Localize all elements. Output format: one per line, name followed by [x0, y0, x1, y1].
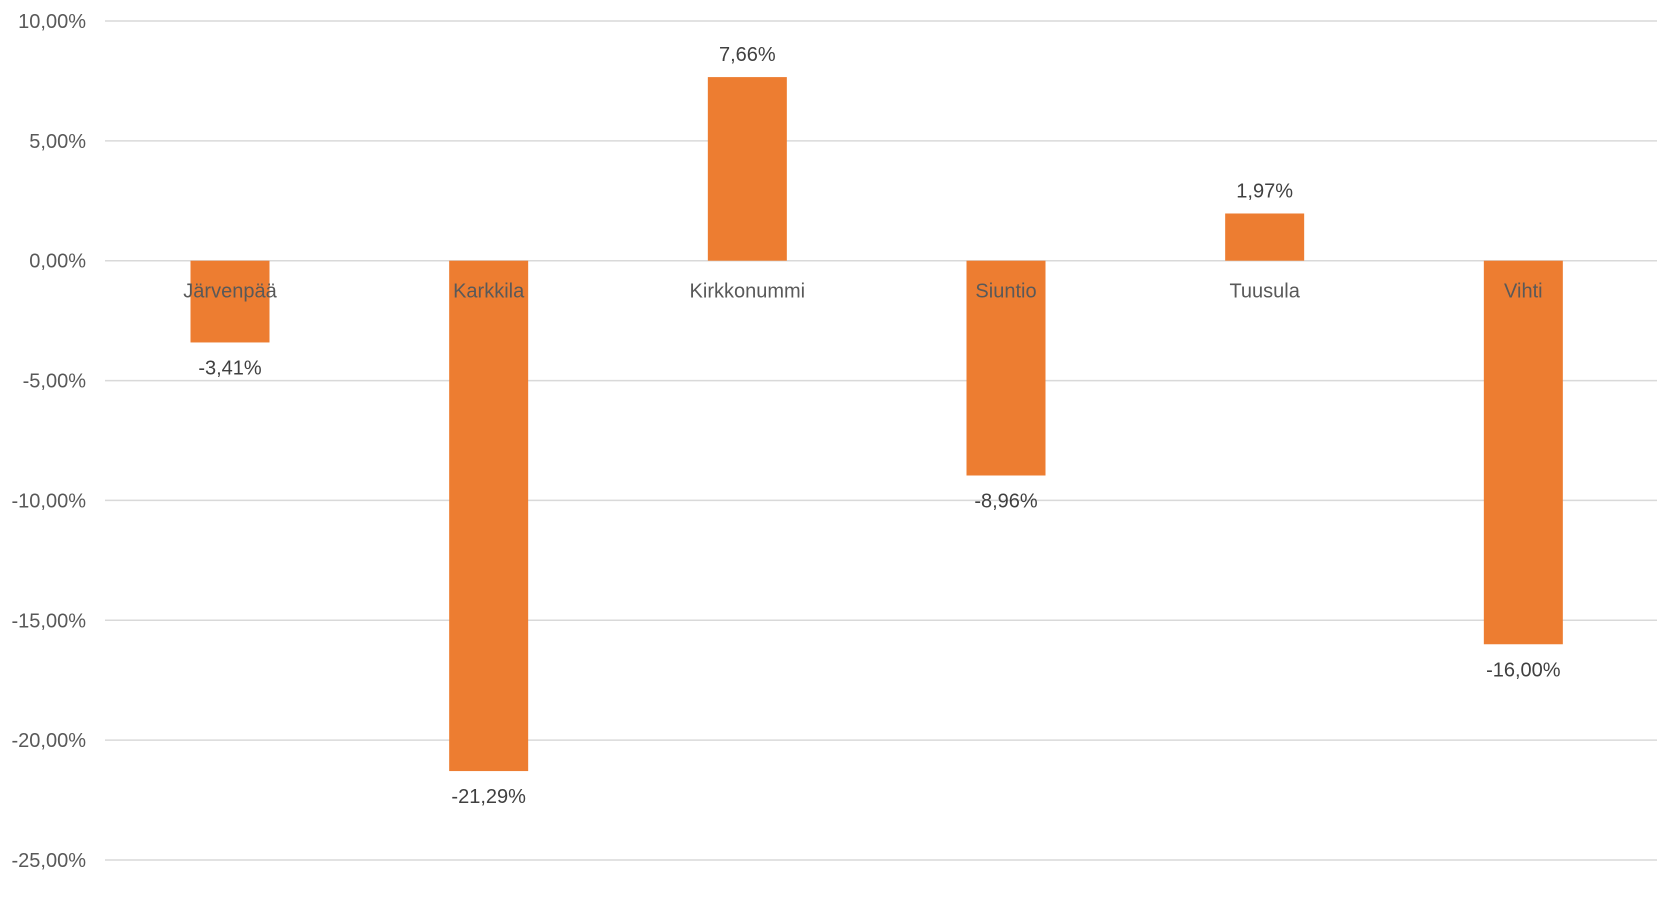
- bar-kirkkonummi: [707, 77, 787, 261]
- bar-siuntio: [966, 260, 1046, 476]
- data-label: -21,29%: [451, 786, 526, 808]
- data-label: -3,41%: [198, 357, 262, 379]
- data-label: -8,96%: [974, 490, 1038, 512]
- category-label: Tuusula: [1229, 281, 1300, 303]
- data-label: 1,97%: [1236, 180, 1293, 202]
- y-tick-label: 10,00%: [18, 11, 86, 33]
- category-labels: Järvenpää Karkkila Kirkkonummi Siuntio Tuusu…: [183, 281, 1542, 303]
- category-label: Karkkila: [453, 281, 525, 303]
- bar-vihti: [1483, 260, 1563, 645]
- y-tick-label: -25,00%: [12, 850, 87, 872]
- y-axis-ticks: 10,00% 5,00% 0,00% -5,00% -10,00% -15,00% -20,…: [12, 11, 87, 872]
- y-tick-label: -20,00%: [12, 730, 87, 752]
- data-label: -16,00%: [1486, 659, 1561, 681]
- bar-tuusula: [1225, 213, 1305, 261]
- bar-järvenpää: [190, 260, 270, 343]
- category-label: Kirkkonummi: [690, 281, 806, 303]
- y-tick-label: -5,00%: [23, 371, 87, 393]
- y-tick-label: -15,00%: [12, 610, 87, 632]
- data-label: 7,66%: [719, 44, 776, 66]
- gridlines: [105, 20, 1657, 861]
- bar-karkkila: [449, 260, 529, 772]
- y-tick-label: 0,00%: [29, 251, 86, 273]
- data-labels: -3,41% -21,29% 7,66% -8,96% 1,97% -16,00%: [198, 44, 1560, 808]
- category-label: Järvenpää: [183, 281, 277, 303]
- y-tick-label: 5,00%: [29, 131, 86, 153]
- category-label: Siuntio: [975, 281, 1036, 303]
- bars: [190, 77, 1563, 772]
- category-label: Vihti: [1504, 281, 1543, 303]
- y-tick-label: -10,00%: [12, 490, 87, 512]
